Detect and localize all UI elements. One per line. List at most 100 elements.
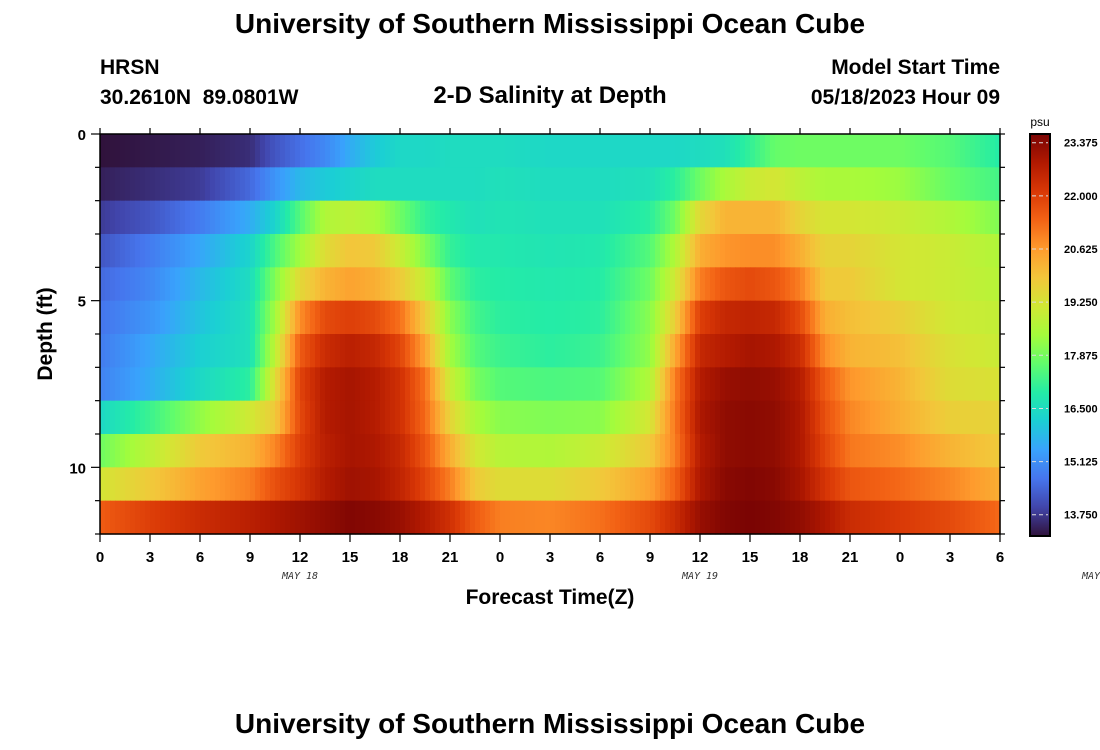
heatmap-cell	[145, 500, 151, 535]
heatmap-cell	[295, 500, 301, 535]
heatmap-cell	[160, 400, 166, 435]
heatmap-cell	[510, 500, 516, 535]
heatmap-cell	[310, 134, 316, 168]
heatmap-cell	[880, 167, 886, 202]
heatmap-cell	[730, 467, 736, 502]
heatmap-cell	[995, 467, 1001, 502]
heatmap-cell	[585, 400, 591, 435]
heatmap-cell	[425, 200, 431, 235]
heatmap-cell	[345, 200, 351, 235]
heatmap-cell	[415, 334, 421, 368]
heatmap-cell	[165, 167, 171, 202]
heatmap-cell	[850, 467, 856, 502]
heatmap-cell	[600, 267, 606, 302]
heatmap-cell	[180, 300, 186, 335]
heatmap-cell	[235, 467, 241, 502]
heatmap-cell	[590, 234, 596, 268]
heatmap-cell	[780, 467, 786, 502]
heatmap-cell	[265, 234, 271, 268]
heatmap-cell	[225, 500, 231, 535]
heatmap-cell	[660, 300, 666, 335]
heatmap-cell	[500, 334, 506, 368]
heatmap-cell	[885, 134, 891, 168]
date-label: MAY 18	[281, 571, 318, 582]
heatmap-cell	[490, 434, 496, 468]
heatmap-cell	[800, 134, 806, 168]
heatmap-cell	[560, 400, 566, 435]
date-label: MAY 19	[681, 571, 718, 582]
heatmap-cell	[995, 334, 1001, 368]
heatmap-cell	[740, 267, 746, 302]
heatmap-cell	[300, 200, 306, 235]
heatmap-cell	[925, 467, 931, 502]
heatmap-cell	[470, 500, 476, 535]
heatmap-cell	[395, 367, 401, 402]
heatmap-cell	[245, 267, 251, 302]
heatmap-cell	[870, 234, 876, 268]
heatmap-cell	[520, 434, 526, 468]
heatmap-cell	[875, 234, 881, 268]
heatmap-cell	[330, 267, 336, 302]
heatmap-cell	[445, 234, 451, 268]
heatmap-cell	[200, 267, 206, 302]
heatmap-cell	[135, 500, 141, 535]
heatmap-cell	[255, 200, 261, 235]
heatmap-cell	[990, 367, 996, 402]
heatmap-cell	[960, 400, 966, 435]
heatmap-cell	[135, 234, 141, 268]
heatmap-cell	[665, 134, 671, 168]
heatmap-cell	[190, 200, 196, 235]
heatmap-cell	[630, 467, 636, 502]
heatmap-cell	[220, 300, 226, 335]
heatmap-cell	[675, 334, 681, 368]
heatmap-cell	[860, 134, 866, 168]
heatmap-cell	[975, 300, 981, 335]
heatmap-cell	[900, 434, 906, 468]
heatmap-cell	[130, 134, 136, 168]
heatmap-cell	[320, 234, 326, 268]
heatmap-cell	[290, 467, 296, 502]
heatmap-cells	[100, 134, 1001, 535]
heatmap-cell	[205, 134, 211, 168]
heatmap-cell	[990, 334, 996, 368]
heatmap-cell	[595, 134, 601, 168]
heatmap-cell	[460, 367, 466, 402]
heatmap-cell	[910, 134, 916, 168]
heatmap-cell	[935, 234, 941, 268]
heatmap-cell	[840, 200, 846, 235]
heatmap-cell	[680, 267, 686, 302]
heatmap-cell	[620, 367, 626, 402]
heatmap-cell	[620, 300, 626, 335]
heatmap-cell	[860, 467, 866, 502]
heatmap-cell	[700, 300, 706, 335]
heatmap-cell	[790, 400, 796, 435]
heatmap-cell	[530, 267, 536, 302]
heatmap-cell	[330, 300, 336, 335]
heatmap-cell	[560, 300, 566, 335]
heatmap-cell	[595, 367, 601, 402]
heatmap-cell	[110, 467, 116, 502]
heatmap-cell	[580, 500, 586, 535]
heatmap-cell	[840, 267, 846, 302]
heatmap-cell	[740, 400, 746, 435]
heatmap-cell	[405, 300, 411, 335]
heatmap-cell	[155, 367, 161, 402]
heatmap-cell	[580, 234, 586, 268]
heatmap-cell	[625, 134, 631, 168]
heatmap-cell	[225, 300, 231, 335]
heatmap-cell	[900, 367, 906, 402]
heatmap-cell	[400, 400, 406, 435]
heatmap-cell	[160, 167, 166, 202]
heatmap-cell	[180, 200, 186, 235]
heatmap-cell	[695, 367, 701, 402]
heatmap-cell	[925, 434, 931, 468]
x-tick-label: 12	[692, 549, 709, 566]
heatmap-cell	[765, 234, 771, 268]
heatmap-cell	[950, 134, 956, 168]
heatmap-cell	[975, 200, 981, 235]
heatmap-cell	[240, 400, 246, 435]
heatmap-cell	[585, 167, 591, 202]
heatmap-cell	[275, 300, 281, 335]
heatmap-cell	[970, 267, 976, 302]
heatmap-cell	[865, 334, 871, 368]
